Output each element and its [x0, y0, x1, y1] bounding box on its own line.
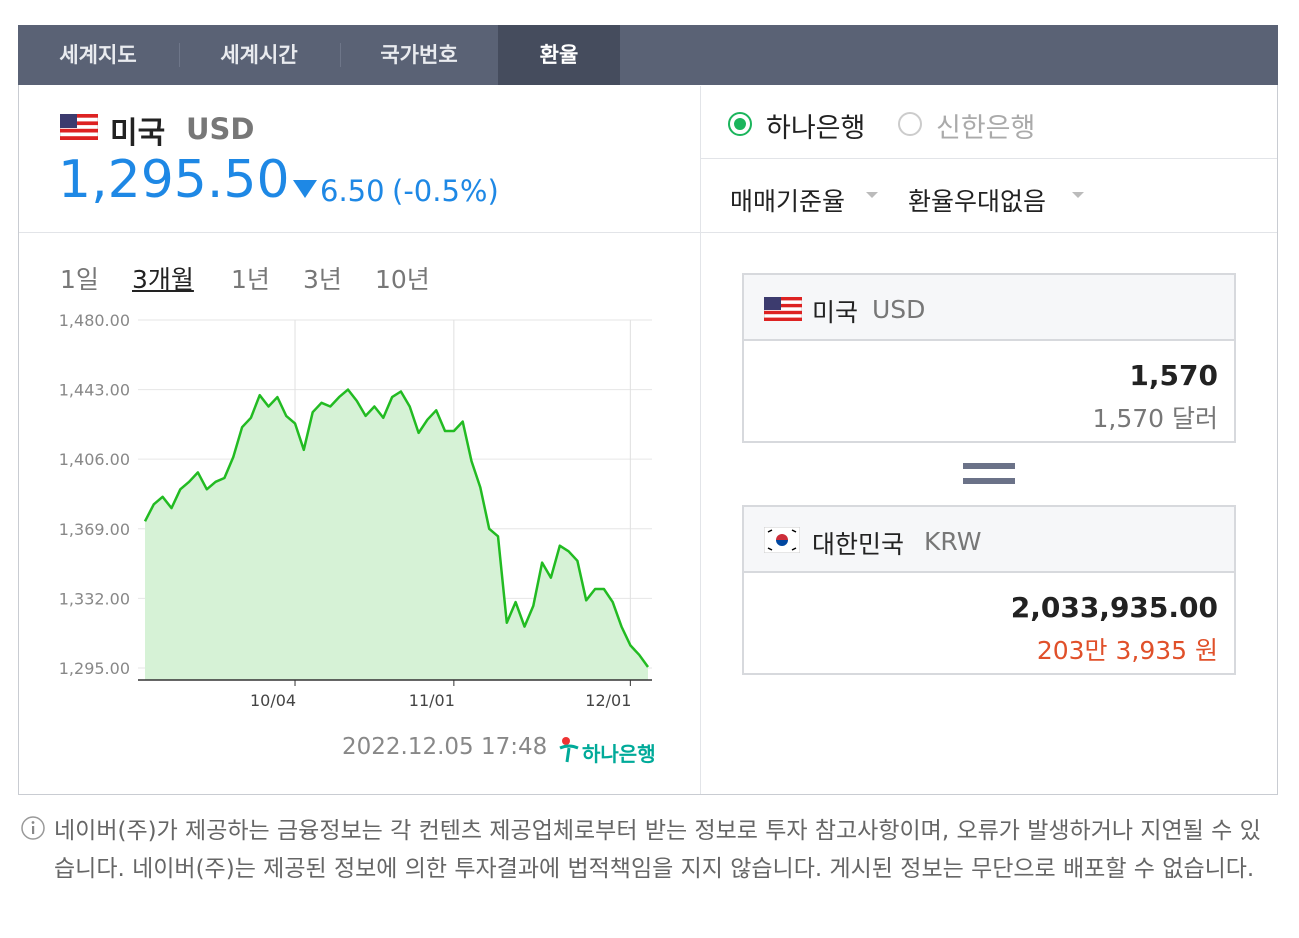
- tab[interactable]: 세계지도: [59, 43, 137, 67]
- converter-from: 미국 USD 1,570 1,570 달러: [742, 273, 1236, 443]
- flag-us: [60, 114, 98, 140]
- country-name: 미국: [110, 116, 166, 151]
- dropdown[interactable]: 매매기준율: [730, 187, 846, 216]
- amount[interactable]: 1,570: [1129, 359, 1218, 392]
- y-tick-label: 1,295.00: [59, 659, 130, 678]
- dropdown[interactable]: 환율우대없음: [908, 187, 1047, 216]
- currency-code: KRW: [924, 527, 982, 556]
- change: 6.50: [320, 174, 385, 208]
- change-percent: (-0.5%): [392, 174, 499, 208]
- notice: 네이버(주)가 제공하는 금융정보는 각 컨텐츠 제공업체로부터 받는 정보로 …: [54, 818, 1261, 882]
- converter-header: [744, 507, 1234, 573]
- area: [145, 389, 648, 680]
- flag-us: [764, 297, 802, 321]
- y-tick-label: 1,443.00: [59, 381, 130, 400]
- country-name: 대한민국: [812, 530, 905, 559]
- divider: [19, 232, 701, 233]
- bank-logo: 하나은행: [582, 742, 656, 766]
- equals-bar: [963, 478, 1015, 484]
- amount[interactable]: 2,033,935.00: [1010, 591, 1218, 624]
- bank-option[interactable]: 신한은행: [936, 113, 1036, 144]
- y-tick-label: 1,369.00: [59, 520, 130, 539]
- x-tick-label: 12/01: [585, 691, 631, 710]
- y-tick-label: 1,332.00: [59, 589, 130, 608]
- dropdown-caret: [1072, 192, 1084, 198]
- period-option-active[interactable]: 3개월: [132, 265, 194, 294]
- bank-option[interactable]: 하나은행: [766, 113, 866, 144]
- tab-active[interactable]: 환율: [498, 25, 620, 85]
- currency-code: USD: [872, 295, 926, 324]
- flag-kr: [764, 527, 800, 553]
- separator: [179, 43, 180, 67]
- converter-to: 대한민국 KRW 2,033,935.00 203만 3,935 원: [742, 505, 1236, 675]
- info-icon: [21, 816, 45, 840]
- separator: [340, 43, 341, 67]
- y-tick-label: 1,406.00: [59, 450, 130, 469]
- currency-code: USD: [186, 112, 255, 146]
- tab-bar: 세계지도 세계시간 국가번호 환율: [18, 25, 1278, 85]
- period-option[interactable]: 1일: [60, 265, 99, 294]
- country-name: 미국: [812, 298, 859, 327]
- equals-bar: [963, 463, 1015, 469]
- divider: [700, 86, 701, 794]
- radio[interactable]: [897, 111, 923, 137]
- timestamp: 2022.12.05 17:48: [342, 734, 548, 760]
- radio-selected[interactable]: [727, 111, 753, 137]
- dropdown-caret: [866, 192, 878, 198]
- converter-header: [744, 275, 1234, 341]
- amount-text: 203만 3,935 원: [1036, 636, 1218, 665]
- divider: [701, 158, 1277, 159]
- exchange-rate: 1,295.50: [58, 150, 290, 210]
- period-option[interactable]: 10년: [375, 265, 430, 294]
- line-chart: 1,480.00 1,443.00 1,406.00 1,369.00 1,332.00…: [59, 311, 652, 710]
- tab[interactable]: 세계시간: [220, 43, 298, 67]
- x-tick-label: 11/01: [409, 691, 455, 710]
- amount-text: 1,570 달러: [1092, 404, 1218, 433]
- period-option[interactable]: 1년: [231, 265, 270, 294]
- y-tick-label: 1,480.00: [59, 311, 130, 330]
- tab[interactable]: 국가번호: [380, 43, 458, 67]
- x-tick-label: 10/04: [250, 691, 296, 710]
- bank-logo-icon: [559, 737, 579, 763]
- line: [143, 388, 650, 668]
- divider: [701, 232, 1277, 233]
- period-option[interactable]: 3년: [303, 265, 342, 294]
- down-arrow: [293, 180, 317, 198]
